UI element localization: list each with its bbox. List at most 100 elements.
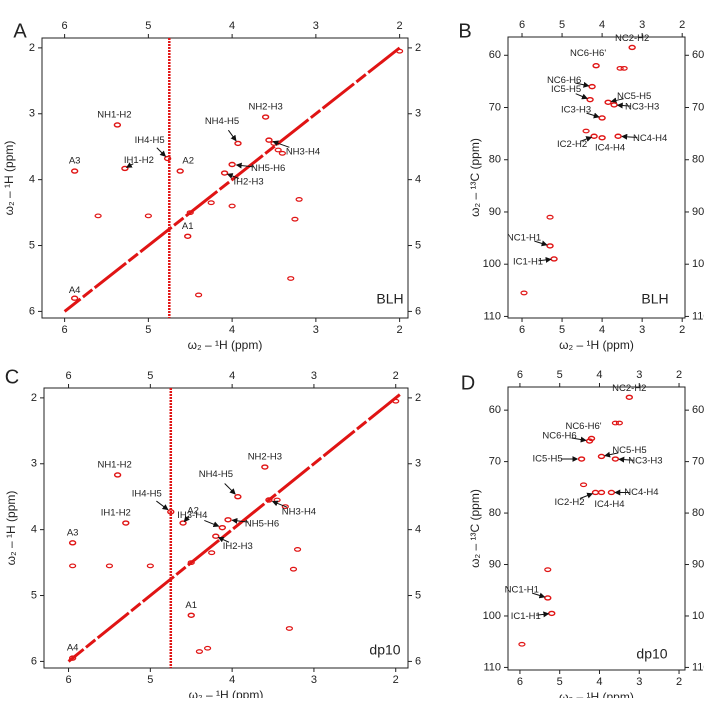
y-axis-label: ω₂ – ¹³C (ppm)	[468, 489, 482, 568]
peak	[187, 560, 195, 565]
annotation-arrow	[224, 483, 236, 495]
x-tick-label: 2	[393, 674, 399, 686]
y-tick-label: 90	[489, 206, 501, 218]
peak-label: NC5-H5	[617, 91, 651, 102]
x-tick-label: 3	[636, 369, 642, 381]
x-tick-label: 2	[397, 20, 403, 32]
peak	[122, 520, 130, 526]
peak-label: NC1-H1	[507, 232, 541, 243]
peak	[146, 563, 154, 569]
peak	[113, 122, 122, 128]
annotation-arrow	[183, 515, 190, 523]
peak	[281, 504, 289, 509]
x-tick-label: 3	[311, 674, 317, 686]
x-tick-label: 4	[599, 19, 605, 31]
peak-label: NH2-H3	[248, 452, 282, 463]
y-tick-label: 90	[692, 206, 704, 218]
peak	[68, 655, 77, 661]
y-tick-label: 60	[692, 49, 704, 61]
peak-label: IH3-H4	[177, 510, 207, 521]
peak	[176, 168, 184, 174]
x-tick-label: 4	[229, 20, 235, 32]
peak	[518, 641, 526, 647]
peak	[179, 520, 187, 526]
peak-label: A3	[67, 527, 79, 538]
y-tick-label: 2	[415, 392, 421, 404]
y-tick-label: 6	[29, 305, 35, 317]
peak	[582, 128, 590, 134]
peak	[186, 210, 194, 215]
annotation-arrow	[272, 140, 290, 148]
x-axis-label: ω₂ – ¹H (ppm)	[188, 338, 263, 352]
y-tick-label: 70	[489, 101, 501, 113]
y-tick-label: 60	[692, 404, 704, 416]
peak-label: A3	[69, 156, 81, 167]
x-axis-label: ω₂ – ¹H (ppm)	[559, 338, 634, 352]
peak-label: A1	[182, 221, 194, 232]
peak	[105, 563, 114, 569]
peak	[291, 216, 299, 222]
peak	[289, 566, 298, 572]
peak-label: IC2-H2	[557, 139, 587, 150]
annotation-arrow	[536, 611, 550, 618]
peak-label: NC6-H6	[547, 75, 581, 86]
annotation-arrow	[204, 520, 220, 528]
y-tick-label: 5	[415, 239, 421, 251]
x-tick-label: 4	[596, 369, 602, 381]
peak	[520, 290, 528, 296]
x-tick-label: 6	[62, 20, 68, 32]
annotation-arrow	[538, 256, 552, 263]
peak-label: IH2-H3	[234, 177, 264, 188]
peak-label: IC1-H1	[511, 611, 541, 622]
y-tick-label: 70	[489, 456, 501, 468]
peak-label: IH2-H3	[223, 541, 253, 552]
x-tick-label: 5	[559, 19, 565, 31]
annotation-arrow	[227, 129, 237, 142]
annotation-arrow	[618, 456, 634, 463]
peak	[579, 482, 588, 488]
x-tick-label: 5	[147, 674, 153, 686]
y-tick-label: 80	[692, 154, 704, 166]
annotation-arrow	[571, 436, 587, 443]
peak-label: NC1-H1	[505, 584, 539, 595]
peak	[144, 213, 152, 219]
peak-label: NH2-H3	[248, 102, 282, 113]
annotation-arrow	[580, 136, 593, 142]
peak	[598, 135, 606, 141]
peak	[218, 524, 227, 531]
x-axis-label: ω₂ – ¹H (ppm)	[189, 688, 264, 698]
y-tick-label: 4	[415, 524, 421, 536]
x-tick-label: 6	[517, 676, 523, 688]
x-tick-label: 3	[313, 20, 319, 32]
peak	[265, 137, 273, 143]
y-tick-label: 3	[29, 108, 35, 120]
y-tick-label: 100	[692, 258, 704, 270]
x-tick-label: 3	[636, 676, 642, 688]
x-tick-label: 4	[596, 676, 602, 688]
peak	[611, 420, 619, 426]
y-tick-label: 6	[415, 655, 421, 667]
annotation-arrow	[532, 592, 546, 599]
x-tick-label: 5	[147, 370, 153, 382]
x-tick-label: 3	[313, 324, 319, 336]
y-tick-label: 110	[692, 310, 704, 322]
y-tick-label: 90	[489, 558, 501, 570]
y-tick-label: 60	[489, 49, 501, 61]
x-tick-label: 5	[557, 369, 563, 381]
annotation-arrow	[156, 500, 169, 511]
plot-frame	[507, 36, 686, 319]
annotation-arrow	[217, 536, 230, 543]
peak	[616, 65, 624, 71]
peak	[607, 489, 616, 496]
peak	[591, 489, 600, 496]
peak-label: NH5-H6	[245, 518, 279, 529]
peak-label: NC6-H6'	[570, 48, 606, 59]
peak	[285, 626, 293, 631]
peak-label: NC4-H4	[633, 133, 667, 144]
peak-label: A1	[185, 600, 197, 611]
plot-frame	[507, 386, 686, 671]
x-tick-label: 6	[62, 324, 68, 336]
x-tick-label: 5	[557, 676, 563, 688]
x-tick-label: 5	[145, 324, 151, 336]
peak	[70, 295, 79, 301]
